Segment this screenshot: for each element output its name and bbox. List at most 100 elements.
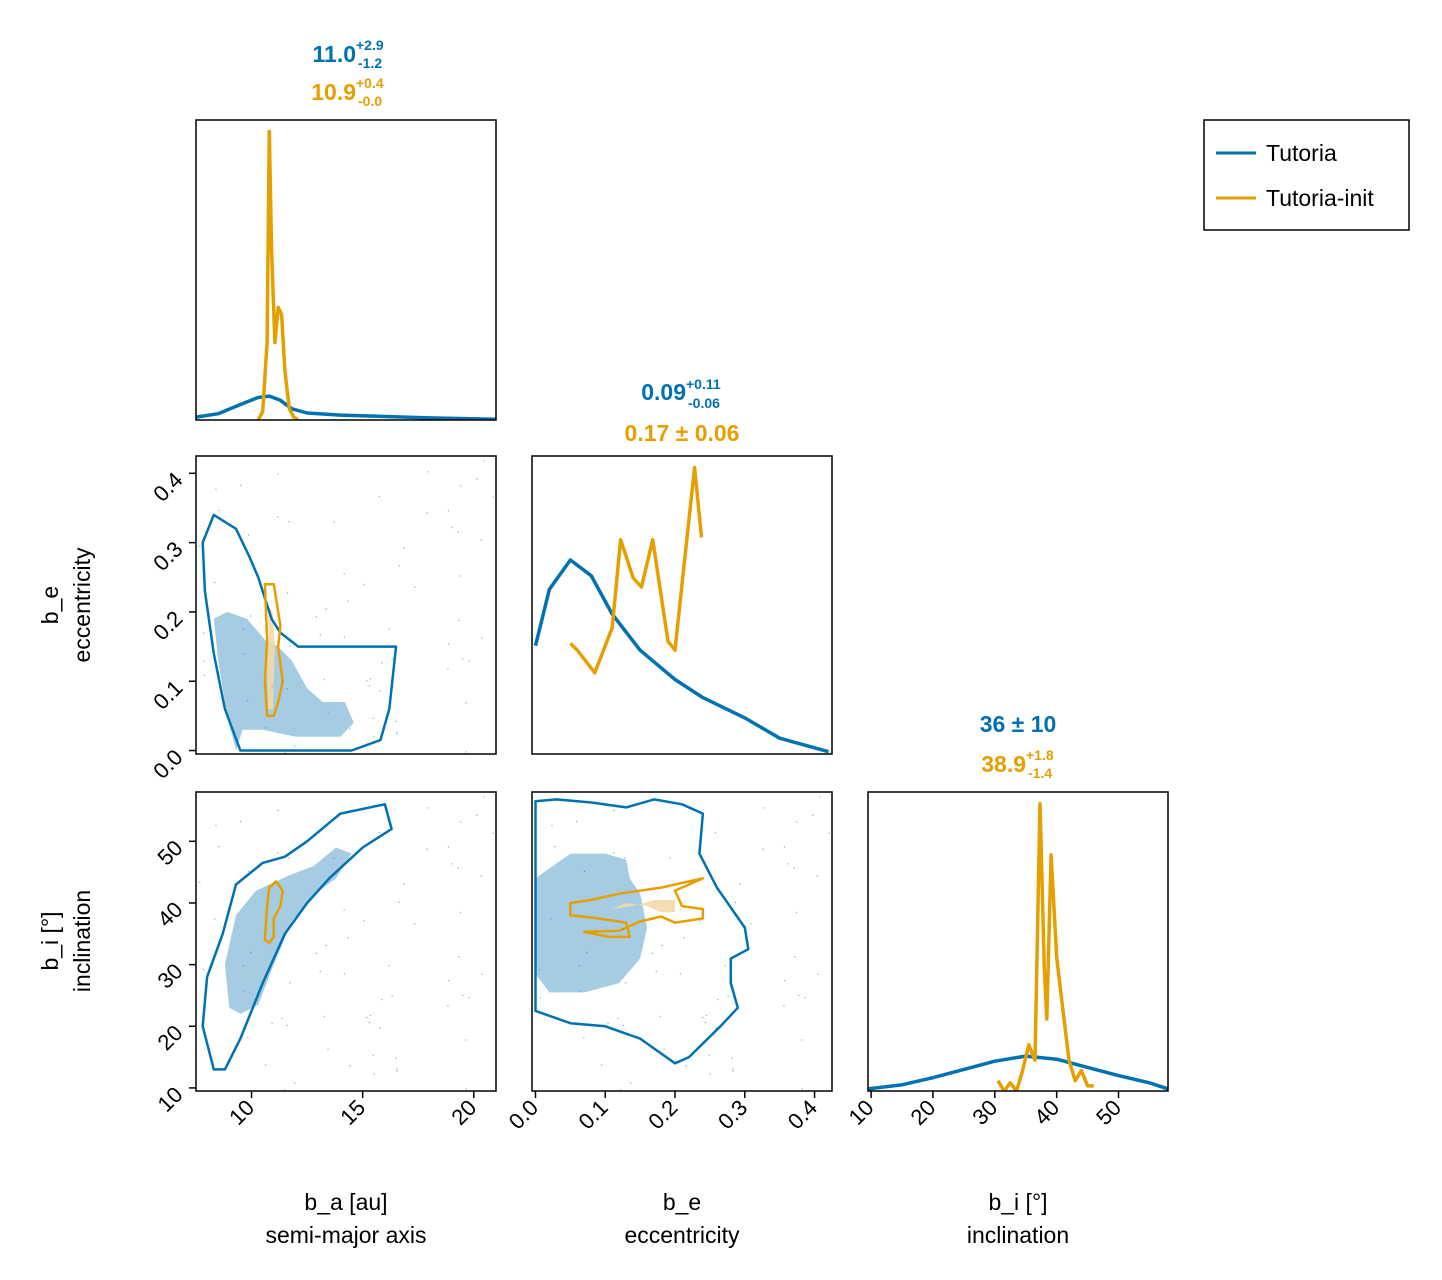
title-a-tutoria-value: 11.0 bbox=[313, 41, 357, 67]
scatter-point bbox=[333, 521, 335, 523]
scatter-point bbox=[708, 1054, 710, 1056]
scatter-point bbox=[369, 678, 372, 680]
scatter-point bbox=[550, 918, 552, 920]
xlabel-i: b_i [°] bbox=[988, 1189, 1047, 1215]
scatter-point bbox=[265, 1064, 267, 1066]
scatter-point bbox=[347, 600, 349, 602]
scatter-point bbox=[203, 674, 206, 676]
x-tick-label-i-4: 50 bbox=[1091, 1095, 1126, 1130]
scatter-point bbox=[363, 920, 365, 922]
scatter-point bbox=[215, 488, 217, 490]
y-tick-label-e-2: 0.2 bbox=[148, 606, 187, 645]
scatter-point bbox=[396, 1070, 398, 1072]
scatter-point bbox=[492, 832, 494, 834]
pair-i_vs_e bbox=[534, 796, 830, 1091]
scatter-point bbox=[315, 616, 318, 618]
scatter-point bbox=[451, 526, 453, 529]
scatter-point bbox=[368, 1021, 371, 1024]
x-tick-label-e-0: 0.0 bbox=[504, 1095, 543, 1134]
scatter-point bbox=[277, 852, 279, 854]
scatter-point bbox=[663, 1048, 665, 1050]
scatter-point bbox=[460, 485, 462, 487]
scatter-point bbox=[724, 965, 726, 967]
scatter-point bbox=[391, 995, 393, 997]
scatter-point bbox=[651, 952, 654, 955]
title-e-init-text: 0.17 ± 0.06 bbox=[625, 420, 740, 446]
pair-i_vs_a bbox=[199, 796, 494, 1091]
scatter-point bbox=[457, 867, 459, 869]
pair-i_vs_e-init-fill bbox=[612, 899, 675, 913]
scatter-point bbox=[333, 857, 335, 859]
scatter-point bbox=[327, 1048, 329, 1050]
x-tick-label-e-4: 0.4 bbox=[783, 1095, 822, 1134]
scatter-point bbox=[447, 510, 449, 512]
scatter-point bbox=[583, 1037, 585, 1039]
scatter-point bbox=[403, 547, 405, 549]
scatter-point bbox=[476, 814, 478, 816]
x-tick-label-i-0: 10 bbox=[844, 1095, 879, 1130]
xlabel-a-sub: semi-major axis bbox=[265, 1222, 426, 1248]
y-tick-label-e-4: 0.4 bbox=[148, 467, 187, 506]
scatter-point bbox=[468, 997, 470, 999]
scatter-point bbox=[447, 668, 449, 670]
title-e-tutoria-minus: -0.06 bbox=[688, 395, 720, 411]
scatter-point bbox=[343, 636, 346, 638]
scatter-point bbox=[787, 863, 789, 865]
scatter-point bbox=[250, 615, 252, 617]
y-tick-label-i-3: 40 bbox=[153, 897, 188, 932]
scatter-point bbox=[448, 979, 450, 982]
scatter-point bbox=[378, 496, 380, 498]
scatter-point bbox=[203, 660, 205, 662]
scatter-point bbox=[625, 982, 627, 984]
scatter-point bbox=[659, 1015, 661, 1017]
scatter-point bbox=[465, 1088, 467, 1090]
scatter-point bbox=[783, 1005, 785, 1007]
title-i: 36 ± 10 38.9 +1.8 -1.4 bbox=[980, 711, 1057, 781]
scatter-point bbox=[812, 814, 814, 816]
scatter-point bbox=[363, 583, 365, 586]
scatter-point bbox=[459, 575, 462, 577]
scatter-point bbox=[247, 534, 250, 536]
pair-i_vs_e-init-contour bbox=[569, 877, 705, 939]
scatter-point bbox=[284, 752, 286, 754]
scatter-point bbox=[613, 852, 615, 854]
scatter-point bbox=[801, 1039, 803, 1041]
scatter-point bbox=[343, 573, 345, 575]
scatter-point bbox=[480, 875, 482, 877]
scatter-point bbox=[794, 956, 796, 958]
scatter-point bbox=[403, 883, 405, 885]
scatter-point bbox=[199, 545, 201, 547]
scatter-point bbox=[372, 1054, 374, 1056]
scatter-point bbox=[215, 824, 217, 827]
y-tick-label-e-1: 0.1 bbox=[148, 675, 187, 714]
y-tick-label-e-0: 0.0 bbox=[148, 744, 187, 783]
legend: Tutoria Tutoria-init bbox=[1203, 119, 1410, 231]
title-a: 11.0 +2.9 -1.2 10.9 +0.4 -0.0 bbox=[311, 37, 384, 109]
scatter-point bbox=[476, 478, 478, 480]
scatter-point bbox=[372, 717, 374, 719]
scatter-point bbox=[480, 539, 482, 541]
scatter-point bbox=[451, 863, 453, 865]
scatter-point bbox=[203, 997, 205, 999]
scatter-point bbox=[395, 1057, 397, 1059]
scatter-point bbox=[281, 681, 283, 683]
scatter-point bbox=[601, 1064, 603, 1066]
scatter-point bbox=[535, 881, 537, 883]
scatter-point bbox=[319, 634, 321, 636]
scatter-point bbox=[739, 883, 741, 885]
scatter-point bbox=[630, 1082, 632, 1084]
scatter-point bbox=[828, 832, 830, 834]
scatter-point bbox=[242, 965, 244, 967]
panel-frame-0-1 bbox=[195, 455, 497, 755]
pair-i_vs_a-tutoria-contour bbox=[201, 803, 393, 1071]
scatter-point bbox=[366, 680, 368, 682]
scatter-point bbox=[347, 937, 349, 939]
scatter-point bbox=[398, 565, 400, 567]
scatter-point bbox=[679, 973, 682, 975]
scatter-point bbox=[796, 821, 798, 823]
scatter-point bbox=[289, 982, 291, 984]
scatter-point bbox=[702, 1016, 704, 1019]
scatter-point bbox=[714, 832, 716, 834]
scatter-point bbox=[578, 965, 580, 967]
scatter-point bbox=[669, 857, 671, 859]
